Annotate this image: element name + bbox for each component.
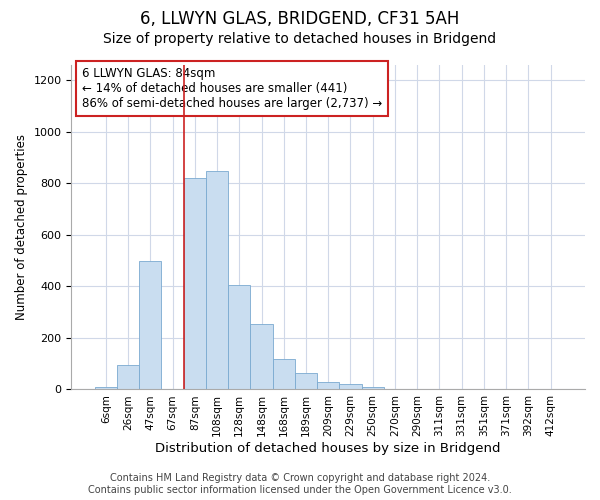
Bar (117, 365, 139, 390)
Bar (184, 178, 206, 390)
Bar (340, 384, 362, 390)
Bar (295, 372, 317, 390)
Bar (228, 285, 250, 390)
Bar (250, 324, 272, 390)
Bar (362, 387, 384, 390)
Bar (206, 170, 228, 390)
Text: 6, LLWYN GLAS, BRIDGEND, CF31 5AH: 6, LLWYN GLAS, BRIDGEND, CF31 5AH (140, 10, 460, 28)
Bar (95, 387, 117, 390)
Bar (139, 260, 161, 390)
Y-axis label: Number of detached properties: Number of detached properties (15, 134, 28, 320)
Bar (272, 358, 295, 390)
X-axis label: Distribution of detached houses by size in Bridgend: Distribution of detached houses by size … (155, 442, 501, 455)
Bar (317, 382, 340, 390)
Text: Size of property relative to detached houses in Bridgend: Size of property relative to detached ho… (103, 32, 497, 46)
Text: Contains HM Land Registry data © Crown copyright and database right 2024.
Contai: Contains HM Land Registry data © Crown c… (88, 474, 512, 495)
Text: 6 LLWYN GLAS: 84sqm
← 14% of detached houses are smaller (441)
86% of semi-detac: 6 LLWYN GLAS: 84sqm ← 14% of detached ho… (82, 66, 382, 110)
